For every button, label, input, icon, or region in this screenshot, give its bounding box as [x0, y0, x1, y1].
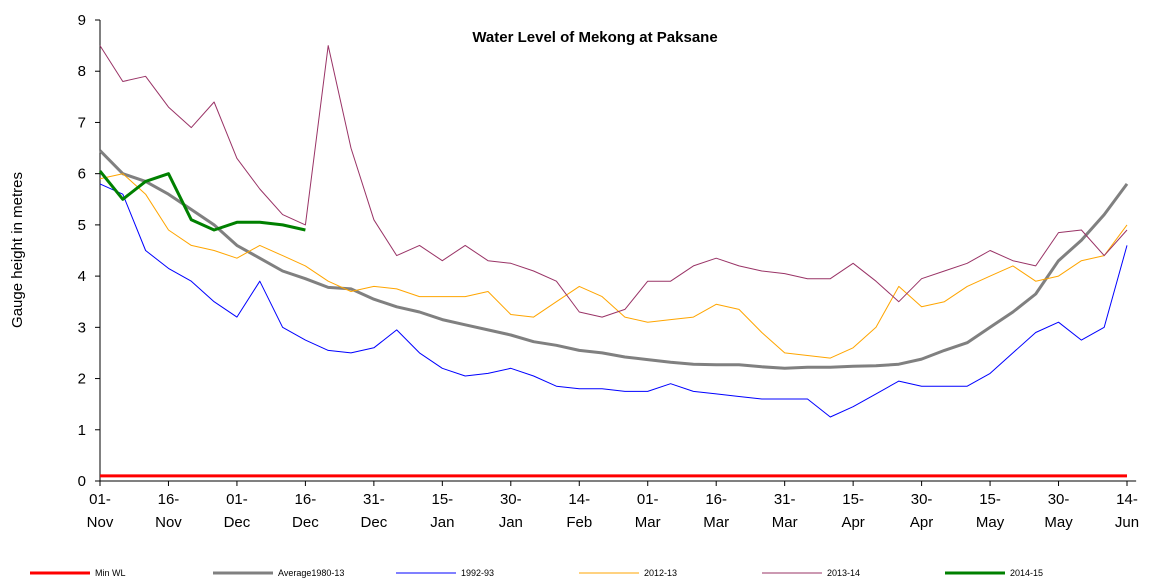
x-tick-label: 14-Jun [1115, 491, 1139, 531]
x-tick-label: 15-Apr [841, 491, 864, 531]
y-tick-label: 6 [78, 166, 86, 183]
y-tick-label: 2 [78, 371, 86, 388]
x-tick-label: 30-May [1044, 491, 1073, 531]
series-line [98, 170, 306, 232]
x-tick-label: 15-Jan [430, 491, 454, 531]
x-tick-label: 01-Nov [87, 491, 114, 531]
legend-label: 2012-13 [644, 568, 677, 578]
x-tick-label: 30-Jan [499, 491, 523, 531]
series-line [99, 173, 1128, 359]
x-tick-label: 30-Apr [910, 491, 933, 531]
y-tick-label: 4 [78, 268, 86, 285]
series-line [98, 149, 1129, 370]
y-tick-label: 5 [78, 217, 86, 234]
y-axis-label: Gauge height in metres [9, 172, 26, 328]
legend-label: Min WL [95, 568, 126, 578]
x-tick-label: 14-Feb [566, 491, 592, 531]
x-tick-label: 01-Mar [635, 491, 661, 531]
series-line [99, 45, 1128, 318]
x-tick-label: 01-Dec [224, 491, 251, 531]
y-tick-label: 1 [78, 422, 86, 439]
x-tick-label: 16-Mar [703, 491, 729, 531]
legend-label: Average1980-13 [278, 568, 344, 578]
x-tick-label: 31-Mar [772, 491, 798, 531]
legend-label: 2013-14 [827, 568, 860, 578]
y-tick-label: 9 [78, 12, 86, 29]
x-tick-label: 16-Nov [155, 491, 182, 531]
x-tick-label: 16-Dec [292, 491, 319, 531]
x-tick-label: 15-May [976, 491, 1005, 531]
y-tick-label: 8 [78, 63, 86, 80]
legend-label: 2014-15 [1010, 568, 1043, 578]
chart-title: Water Level of Mekong at Paksane [472, 29, 717, 46]
y-tick-label: 0 [78, 473, 86, 490]
legend-label: 1992-93 [461, 568, 494, 578]
x-tick-label: 31-Dec [361, 491, 388, 531]
series-line [99, 183, 1128, 418]
y-tick-label: 7 [78, 114, 86, 131]
y-tick-label: 3 [78, 319, 86, 336]
